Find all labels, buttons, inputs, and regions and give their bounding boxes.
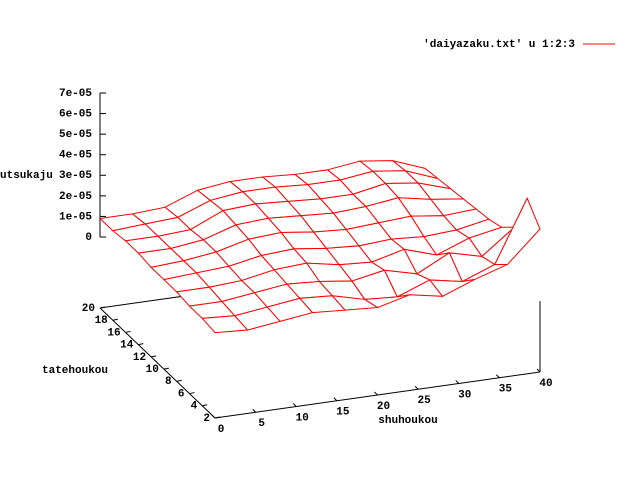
y-tick-label: 10 <box>146 364 159 376</box>
y-tick-label: 14 <box>120 340 134 352</box>
x-tick-label: 0 <box>218 424 225 436</box>
surface-cell <box>201 315 249 334</box>
z-tick-label: 3e-05 <box>59 170 92 182</box>
y-tick <box>189 392 195 395</box>
z-tick-label: 5e-05 <box>59 129 92 141</box>
x-tick-label: 20 <box>377 401 390 413</box>
x-tick-label: 30 <box>458 389 471 401</box>
z-tick-label: 6e-05 <box>59 108 92 120</box>
y-tick <box>176 379 182 382</box>
x-tick <box>333 397 338 402</box>
x-tick-label: 10 <box>296 412 309 424</box>
z-tick-label: 4e-05 <box>59 150 92 162</box>
y-tick-label: 4 <box>191 401 198 413</box>
y-tick <box>138 343 144 346</box>
x-tick-label: 15 <box>336 407 350 419</box>
x-axis-label: shuhoukou <box>378 415 437 427</box>
y-tick <box>214 416 221 419</box>
x-tick <box>211 414 216 419</box>
y-tick <box>151 355 157 358</box>
y-tick <box>202 404 208 407</box>
x-tick-label: 5 <box>258 418 265 430</box>
z-axis-label: utsukaju <box>0 170 53 182</box>
x-tick <box>536 368 541 373</box>
y-tick-label: 20 <box>82 303 95 315</box>
x-tick <box>292 403 297 407</box>
z-tick-label: 0 <box>85 232 92 244</box>
x-tick-label: 40 <box>539 378 552 390</box>
y-tick-label: 6 <box>178 388 185 400</box>
legend-label: 'daiyazaku.txt' u 1:2:3 <box>423 39 575 51</box>
z-tick-label: 7e-05 <box>59 88 92 100</box>
y-tick <box>99 306 106 309</box>
x-tick-label: 25 <box>418 395 432 407</box>
x-tick <box>374 391 378 396</box>
y-tick-label: 2 <box>203 413 210 425</box>
x-tick-label: 35 <box>499 384 513 396</box>
y-tick-label: 12 <box>133 352 146 364</box>
y-tick-label: 8 <box>165 376 172 388</box>
y-tick-label: 18 <box>95 315 109 327</box>
y-axis <box>99 307 216 419</box>
z-tick-label: 2e-05 <box>59 191 92 203</box>
y-tick <box>112 318 118 321</box>
y-tick <box>125 330 131 333</box>
y-axis-label: tatehoukou <box>42 365 108 377</box>
y-tick-label: 16 <box>107 327 120 339</box>
y-tick <box>163 367 169 370</box>
z-tick-label: 1e-05 <box>59 211 92 223</box>
x-tick <box>414 385 419 390</box>
x-tick <box>252 408 256 413</box>
x-tick <box>496 374 500 379</box>
x-tick <box>455 380 460 384</box>
